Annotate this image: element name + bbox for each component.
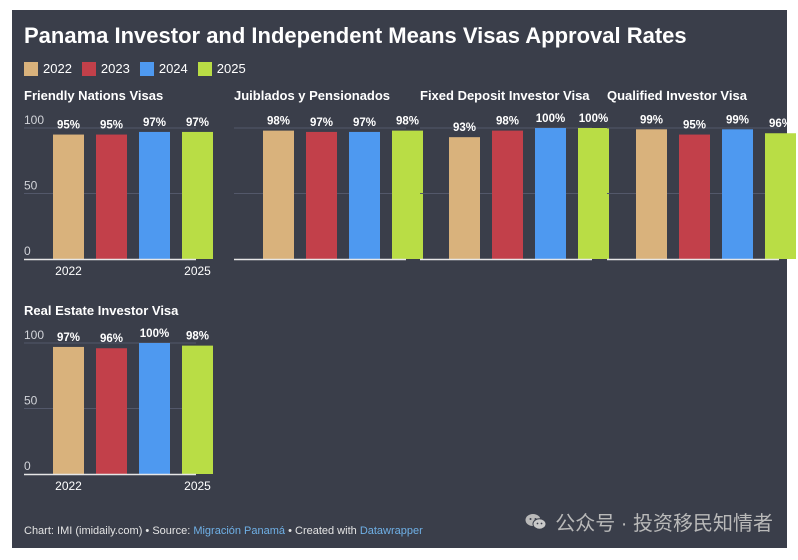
footer-separator: • Created with [285, 525, 360, 537]
data-label: 100% [579, 113, 608, 125]
data-label: 97% [310, 117, 333, 129]
data-label: 97% [186, 117, 209, 129]
data-label: 96% [769, 118, 792, 130]
legend-swatch [81, 61, 96, 76]
bar-2023 [306, 131, 337, 259]
y-tick-label: 100 [24, 113, 44, 127]
bar-2025 [182, 345, 213, 474]
chart-title: Panama Investor and Independent Means Vi… [24, 23, 687, 48]
footer: Chart: IMI (imidaily.com) • Source: Migr… [24, 525, 423, 537]
panel-friendly-nations: Friendly Nations Visas 0 50 100 95% 95% 97% 97… [24, 88, 213, 283]
data-label: 99% [726, 114, 749, 126]
y-tick-label: 0 [24, 244, 31, 258]
legend: 2022 2023 2024 2025 [24, 61, 256, 76]
bar-chart-fixed-deposit: 93% 98% 100% 100% [420, 113, 609, 261]
data-label: 100% [140, 328, 169, 340]
bar-chart-qualified-investor: 99% 95% 99% 96% [607, 114, 796, 261]
bar-2022 [636, 129, 667, 259]
panel-title: Juiblados y Pensionados [234, 88, 391, 103]
bar-2024 [535, 128, 566, 259]
legend-item-2024: 2024 [139, 61, 188, 76]
data-label: 97% [57, 332, 80, 344]
footer-credit: Chart: IMI (imidaily.com) [24, 525, 143, 537]
legend-item-2023: 2023 [81, 61, 130, 76]
panel-title: Fixed Deposit Investor Visa [420, 88, 590, 103]
bar-2025 [578, 128, 609, 259]
y-tick-label: 0 [24, 459, 31, 473]
footer-separator: • Source: [142, 525, 194, 537]
bar-chart-friendly-nations: 0 50 100 95% 95% 97% 97% 2022 2025 [24, 113, 213, 278]
legend-item-2022: 2022 [24, 61, 72, 76]
bar-2025 [182, 131, 213, 259]
panel-title: Friendly Nations Visas [24, 88, 164, 103]
bar-2023 [96, 134, 127, 259]
legend-item-2025: 2025 [197, 61, 246, 76]
data-label: 98% [496, 116, 519, 128]
bar-2022 [449, 137, 480, 259]
x-tick-label: 2022 [55, 479, 82, 493]
bar-2022 [53, 346, 84, 474]
datawrapper-link[interactable]: Datawrapper [359, 525, 423, 537]
data-label: 98% [186, 331, 209, 343]
data-label: 100% [536, 113, 565, 125]
watermark-text: 公众号 · 投资移民知情者 [555, 513, 773, 535]
bar-2023 [492, 130, 523, 259]
bar-2024 [139, 131, 170, 259]
panel-title: Qualified Investor Visa [607, 88, 747, 103]
wechat-icon [525, 513, 547, 530]
data-label: 96% [100, 333, 123, 345]
panel-jubilados: Juiblados y Pensionados 98% 97% 97% 98% [234, 88, 423, 283]
bar-2023 [679, 134, 710, 259]
legend-label: 2024 [158, 61, 188, 76]
legend-swatch [24, 61, 38, 76]
y-tick-label: 50 [24, 394, 38, 408]
y-tick-label: 100 [24, 328, 44, 342]
bar-2024 [722, 129, 753, 259]
bar-2023 [96, 348, 127, 474]
data-label: 97% [143, 117, 166, 129]
data-label: 98% [267, 116, 290, 128]
bar-2025 [392, 130, 423, 259]
legend-swatch [139, 61, 154, 76]
panel-fixed-deposit: Fixed Deposit Investor Visa 93% 98% 100% 10… [420, 88, 609, 283]
bar-2024 [139, 343, 170, 474]
x-tick-label: 2022 [55, 264, 82, 278]
panel-real-estate: Real Estate Investor Visa 0 50 100 97% 96% 10… [24, 303, 213, 498]
data-label: 98% [396, 116, 419, 128]
data-label: 95% [100, 120, 123, 132]
bar-2024 [349, 131, 380, 259]
bar-2022 [263, 130, 294, 259]
bar-chart-jubilados: 98% 97% 97% 98% [234, 116, 423, 261]
bar-chart-real-estate: 0 50 100 97% 96% 100% 98% 2022 2025 [24, 328, 213, 493]
panel-qualified-investor: Qualified Investor Visa 99% 95% 99% 96% [607, 88, 796, 283]
legend-label: 2023 [100, 61, 130, 76]
legend-swatch [197, 61, 212, 76]
bar-2022 [53, 134, 84, 259]
data-label: 95% [57, 120, 80, 132]
data-label: 99% [640, 114, 663, 126]
bar-2025 [765, 133, 796, 259]
panel-title: Real Estate Investor Visa [24, 303, 179, 318]
data-label: 95% [683, 120, 706, 132]
chart-card: Panama Investor and Independent Means Vi… [12, 10, 796, 548]
source-link[interactable]: Migración Panamá [193, 525, 286, 537]
data-label: 97% [353, 117, 376, 129]
legend-label: 2022 [43, 61, 72, 76]
y-tick-label: 50 [24, 179, 38, 193]
x-tick-label: 2025 [184, 479, 211, 493]
watermark: 公众号 · 投资移民知情者 [525, 507, 773, 536]
data-label: 93% [453, 122, 476, 134]
x-tick-label: 2025 [184, 264, 211, 278]
legend-label: 2025 [216, 61, 246, 76]
